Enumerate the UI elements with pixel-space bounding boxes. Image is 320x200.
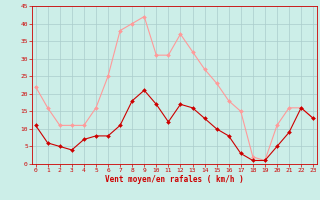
X-axis label: Vent moyen/en rafales ( km/h ): Vent moyen/en rafales ( km/h )	[105, 175, 244, 184]
